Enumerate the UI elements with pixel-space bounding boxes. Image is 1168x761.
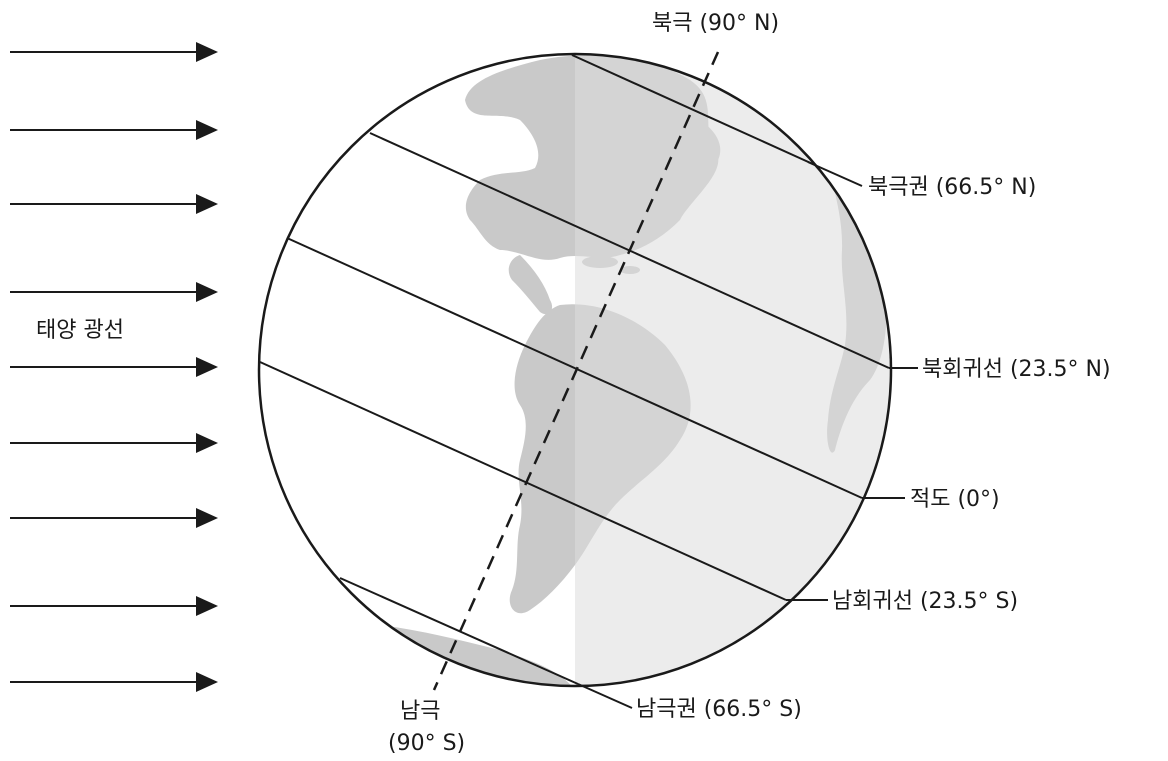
sunlight-arrows: [10, 42, 218, 692]
equator-line: [286, 237, 863, 499]
tropic-capricorn-label: 남회귀선 (23.5° S): [832, 589, 1018, 614]
tropic-capricorn-line: [259, 361, 787, 601]
south-pole-label-line2: (90° S): [388, 731, 465, 756]
north-pole-label: 북극 (90° N): [652, 11, 779, 36]
leader-lines: [577, 161, 918, 709]
equator-label: 적도 (0°): [910, 487, 1000, 512]
tropic-cancer-label: 북회귀선 (23.5° N): [922, 357, 1111, 382]
arctic-circle-line: [571, 54, 816, 166]
globe-outline: [257, 52, 893, 688]
arctic-circle-label: 북극권 (66.5° N): [868, 175, 1036, 200]
antarctic-circle-label: 남극권 (66.5° S): [636, 697, 802, 722]
earth-axis: [432, 51, 720, 691]
sunlight-label: 태양 광선: [36, 318, 124, 343]
south-pole-label-line1: 남극: [400, 699, 440, 724]
globe: [257, 52, 893, 688]
